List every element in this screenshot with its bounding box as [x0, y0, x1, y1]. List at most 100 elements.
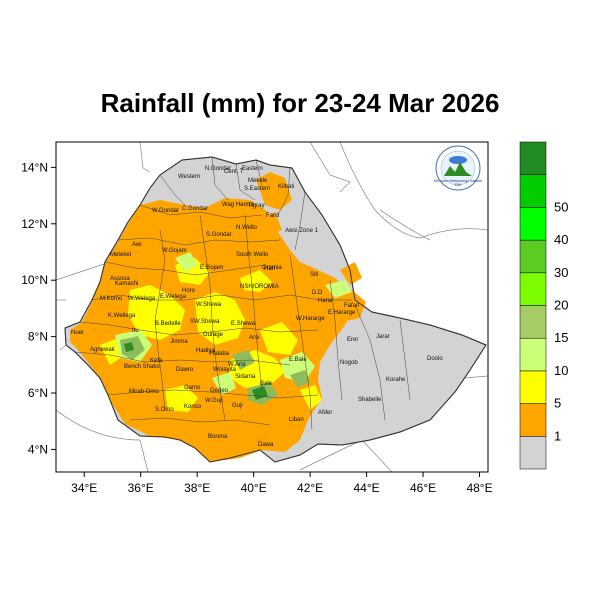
zone-boundaries — [74, 156, 411, 431]
region-label: Agnewak — [90, 347, 116, 353]
lon-tick-label: 36°E — [128, 481, 154, 495]
mountain-icon — [444, 162, 472, 176]
region-label: Erer — [347, 337, 358, 343]
region-label: E.Welega — [160, 294, 187, 300]
legend-swatch — [519, 305, 547, 339]
region-label: South Wello — [236, 252, 269, 258]
region-label: S.Gondar — [206, 232, 232, 238]
region-label: Jimma — [170, 339, 188, 345]
longitude-axis: 34°E 36°E 38°E 40°E 42°E 44°E 46°E 48°E — [71, 472, 493, 495]
region-label: Kefa — [150, 358, 163, 364]
legend-label: 20 — [554, 298, 568, 313]
lat-tick-label: 14°N — [21, 160, 48, 174]
lat-tick-label: 6°N — [28, 386, 48, 400]
lon-tick-label: 44°E — [354, 481, 380, 495]
region-label: Guji — [232, 403, 243, 409]
region-label: Tigray — [248, 203, 264, 209]
region-label: Afder — [318, 410, 332, 416]
map-frame — [55, 141, 489, 473]
region-label: Kilbati — [278, 184, 294, 190]
region-label: Western — [178, 174, 200, 180]
logo-subtext: EMI — [455, 183, 461, 187]
region-label: N.Gondar — [205, 166, 231, 172]
lon-tick-label: 38°E — [184, 481, 210, 495]
lon-tick-label: 40°E — [241, 481, 267, 495]
region-label: S.Omo — [155, 407, 174, 413]
region-label: W.Hararge — [296, 316, 325, 322]
legend-swatch — [519, 141, 547, 175]
region-label: Harar — [318, 298, 333, 304]
lat-tick-label: 10°N — [21, 273, 48, 287]
region-label: Mirab Omo — [129, 389, 159, 395]
region-label: Sidama — [235, 374, 256, 380]
logo-text: Ethiopian Meteorology Institute — [434, 179, 482, 183]
lat-tick-label: 12°N — [21, 217, 48, 231]
legend-swatch — [519, 174, 547, 208]
lon-tick-label: 34°E — [71, 481, 97, 495]
region-label: W.Gondar — [152, 208, 179, 214]
emi-logo: Ethiopian Meteorology Institute EMI — [434, 145, 482, 191]
region-label: SW.Shewa — [190, 319, 220, 325]
region-label: W.Gojam — [162, 248, 187, 254]
region-label: Eastern — [242, 166, 263, 172]
region-label: Bale — [260, 381, 273, 387]
region-label: Wag Hamra — [222, 202, 254, 208]
legend-swatch — [519, 272, 547, 306]
region-label: Jarar — [376, 334, 390, 340]
latitude-axis: 14°N 12°N 10°N 8°N 6°N 4°N — [21, 160, 56, 456]
legend-label: 40 — [554, 232, 568, 247]
country-border — [64, 156, 487, 463]
region-label: Assosa — [110, 276, 130, 282]
region-label: W.Shewa — [196, 302, 222, 308]
region-label: Itu — [132, 328, 139, 334]
region-label: Dawro — [176, 367, 194, 373]
legend-swatch — [519, 436, 547, 470]
cloud-icon — [449, 156, 467, 164]
map-title: Rainfall (mm) for 23-24 Mar 2026 — [100, 88, 500, 118]
region-label: Nogob — [340, 360, 358, 366]
region-label: Nuer — [71, 330, 84, 336]
region-label: Gamo — [184, 385, 201, 391]
region-label: E.Hararge — [328, 310, 356, 316]
region-label: Horo — [182, 288, 196, 294]
legend-label: 50 — [554, 199, 568, 214]
region-label: W.Guji — [205, 398, 223, 404]
region-label: Hari — [264, 266, 275, 272]
region-label: K.Wellega — [108, 313, 136, 319]
region-label: Metekel — [110, 252, 131, 258]
region-label: Siti — [310, 272, 318, 278]
region-label: Gurage — [203, 332, 224, 338]
region-label: Mekele — [248, 178, 268, 184]
region-label: Liban — [289, 417, 304, 423]
lat-tick-label: 8°N — [28, 330, 48, 344]
region-label: Arsi — [249, 335, 259, 341]
region-label: M.Komo — [100, 296, 123, 302]
region-label: Konso — [184, 404, 202, 410]
legend-label: 30 — [554, 265, 568, 280]
region-label: D.D — [312, 290, 323, 296]
lat-tick-label: 4°N — [28, 442, 48, 456]
region-label: Awsi Zone 1 — [285, 228, 319, 234]
region-label: Doolo — [427, 356, 443, 362]
region-label: B.Bedelle — [155, 321, 181, 327]
region-label: Borena — [208, 434, 228, 440]
region-label: Wolayita — [213, 367, 237, 373]
region-label: Halaba — [210, 351, 230, 357]
region-label: Shabelle — [358, 397, 382, 403]
region-label: W.Welega — [128, 296, 156, 302]
region-label: W.Arsi — [228, 362, 245, 368]
region-label: Dawa — [258, 442, 274, 448]
lon-tick-label: 46°E — [410, 481, 436, 495]
lon-tick-label: 48°E — [466, 481, 492, 495]
region-label: E.Gojam — [200, 265, 223, 271]
legend-swatch — [519, 239, 547, 274]
region-label: Fanti — [266, 213, 279, 219]
region-label: Bench Shako — [124, 364, 160, 370]
legend-label: 1 — [554, 428, 561, 443]
lon-tick-label: 42°E — [297, 481, 323, 495]
legend-label: 10 — [554, 363, 568, 378]
region-label: Awi — [132, 242, 142, 248]
